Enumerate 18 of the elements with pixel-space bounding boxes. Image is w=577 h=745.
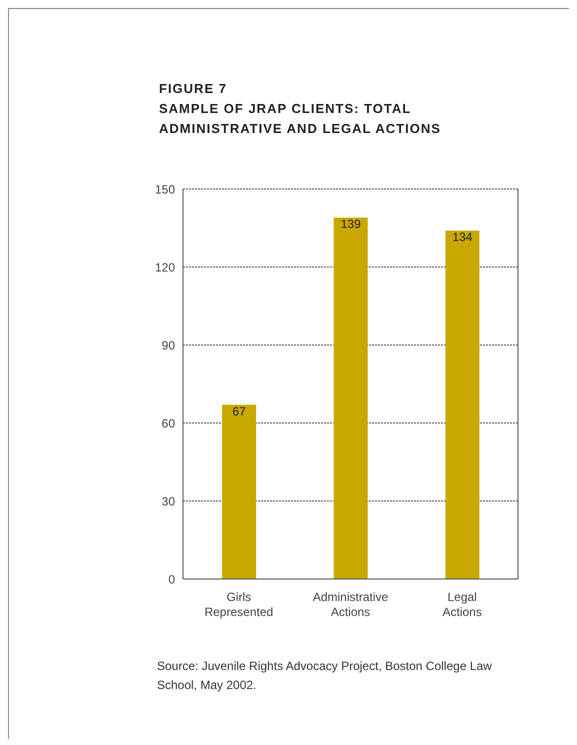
bar <box>222 404 256 579</box>
source-note: Source: Juvenile Rights Advocacy Project, Boston College Law School, May 2002. <box>157 658 493 694</box>
bar <box>445 230 480 579</box>
y-tick-label: 120 <box>154 260 176 274</box>
y-tick-label: 60 <box>162 416 176 430</box>
data-label: 134 <box>452 230 473 244</box>
data-label: 67 <box>232 404 246 418</box>
y-tick-label: 150 <box>154 182 176 196</box>
x-tick-label: Legal Actions <box>442 590 482 619</box>
bar <box>334 218 368 579</box>
data-label: 139 <box>340 217 362 232</box>
x-tick-label: Administrative Actions <box>312 590 389 619</box>
y-tick-label: 0 <box>168 572 176 586</box>
chart-subtitle: SAMPLE OF JRAP CLIENTS: TOTAL ADMINISTRATIVE AND LEGAL ACTIONS <box>159 100 442 138</box>
y-tick-label: 30 <box>162 494 176 508</box>
y-tick-label: 90 <box>162 338 176 352</box>
x-tick-label: Girls Represented <box>204 590 274 619</box>
chart-title: FIGURE 7 <box>159 80 228 98</box>
